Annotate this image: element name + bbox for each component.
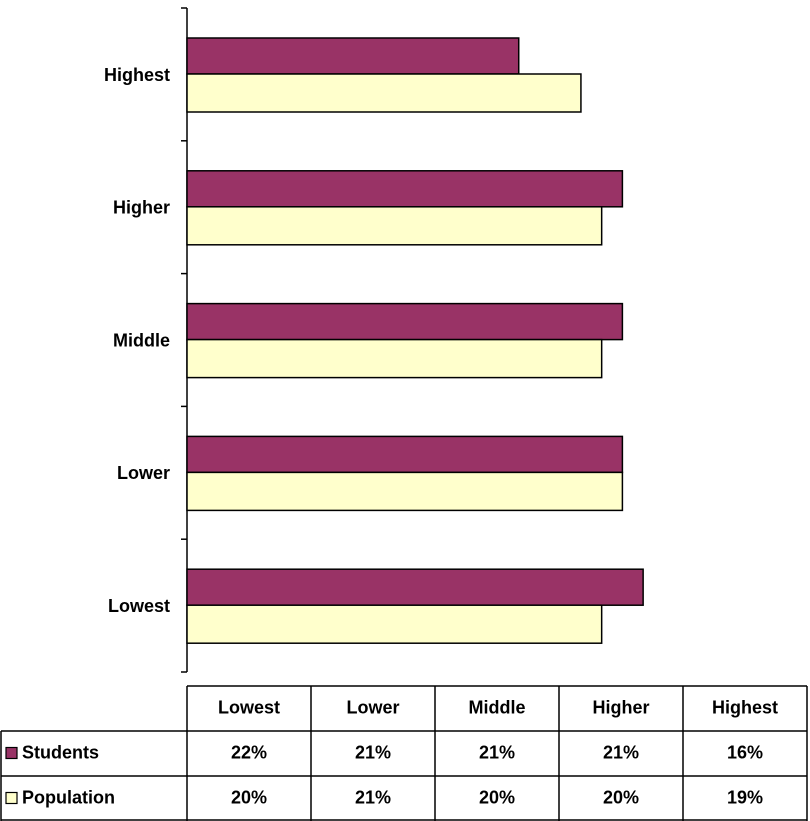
table-value: 21% <box>355 742 391 762</box>
legend-swatch <box>5 746 18 760</box>
table-value: 21% <box>603 742 639 762</box>
legend-label: Students <box>22 742 99 762</box>
bar <box>186 37 520 75</box>
table-header: Highest <box>712 697 778 717</box>
table-header: Higher <box>592 697 649 717</box>
bar <box>186 435 624 474</box>
bar <box>186 568 644 606</box>
bar <box>186 604 603 644</box>
table-value: 21% <box>479 742 515 762</box>
table-value: 20% <box>231 787 267 807</box>
table-value: 21% <box>355 787 391 807</box>
bar <box>186 471 624 512</box>
table-value: 16% <box>727 742 763 762</box>
bar <box>186 338 603 379</box>
y-tick-label: Lowest <box>108 596 170 616</box>
table-value: 20% <box>603 787 639 807</box>
table-header: Middle <box>469 697 526 717</box>
y-tick-label: Lower <box>117 463 170 483</box>
bar <box>186 170 624 208</box>
bar <box>186 302 624 341</box>
y-tick-label: Higher <box>113 198 170 218</box>
legend-label: Population <box>22 787 115 807</box>
table-value: 19% <box>727 787 763 807</box>
bar <box>186 206 603 246</box>
legend-swatch <box>5 791 18 805</box>
bar <box>186 73 582 113</box>
table-header: Lower <box>346 697 399 717</box>
table-value: 22% <box>231 742 267 762</box>
y-tick-label: Middle <box>113 330 170 350</box>
y-tick-label: Highest <box>104 65 170 85</box>
table-header: Lowest <box>218 697 280 717</box>
table-value: 20% <box>479 787 515 807</box>
